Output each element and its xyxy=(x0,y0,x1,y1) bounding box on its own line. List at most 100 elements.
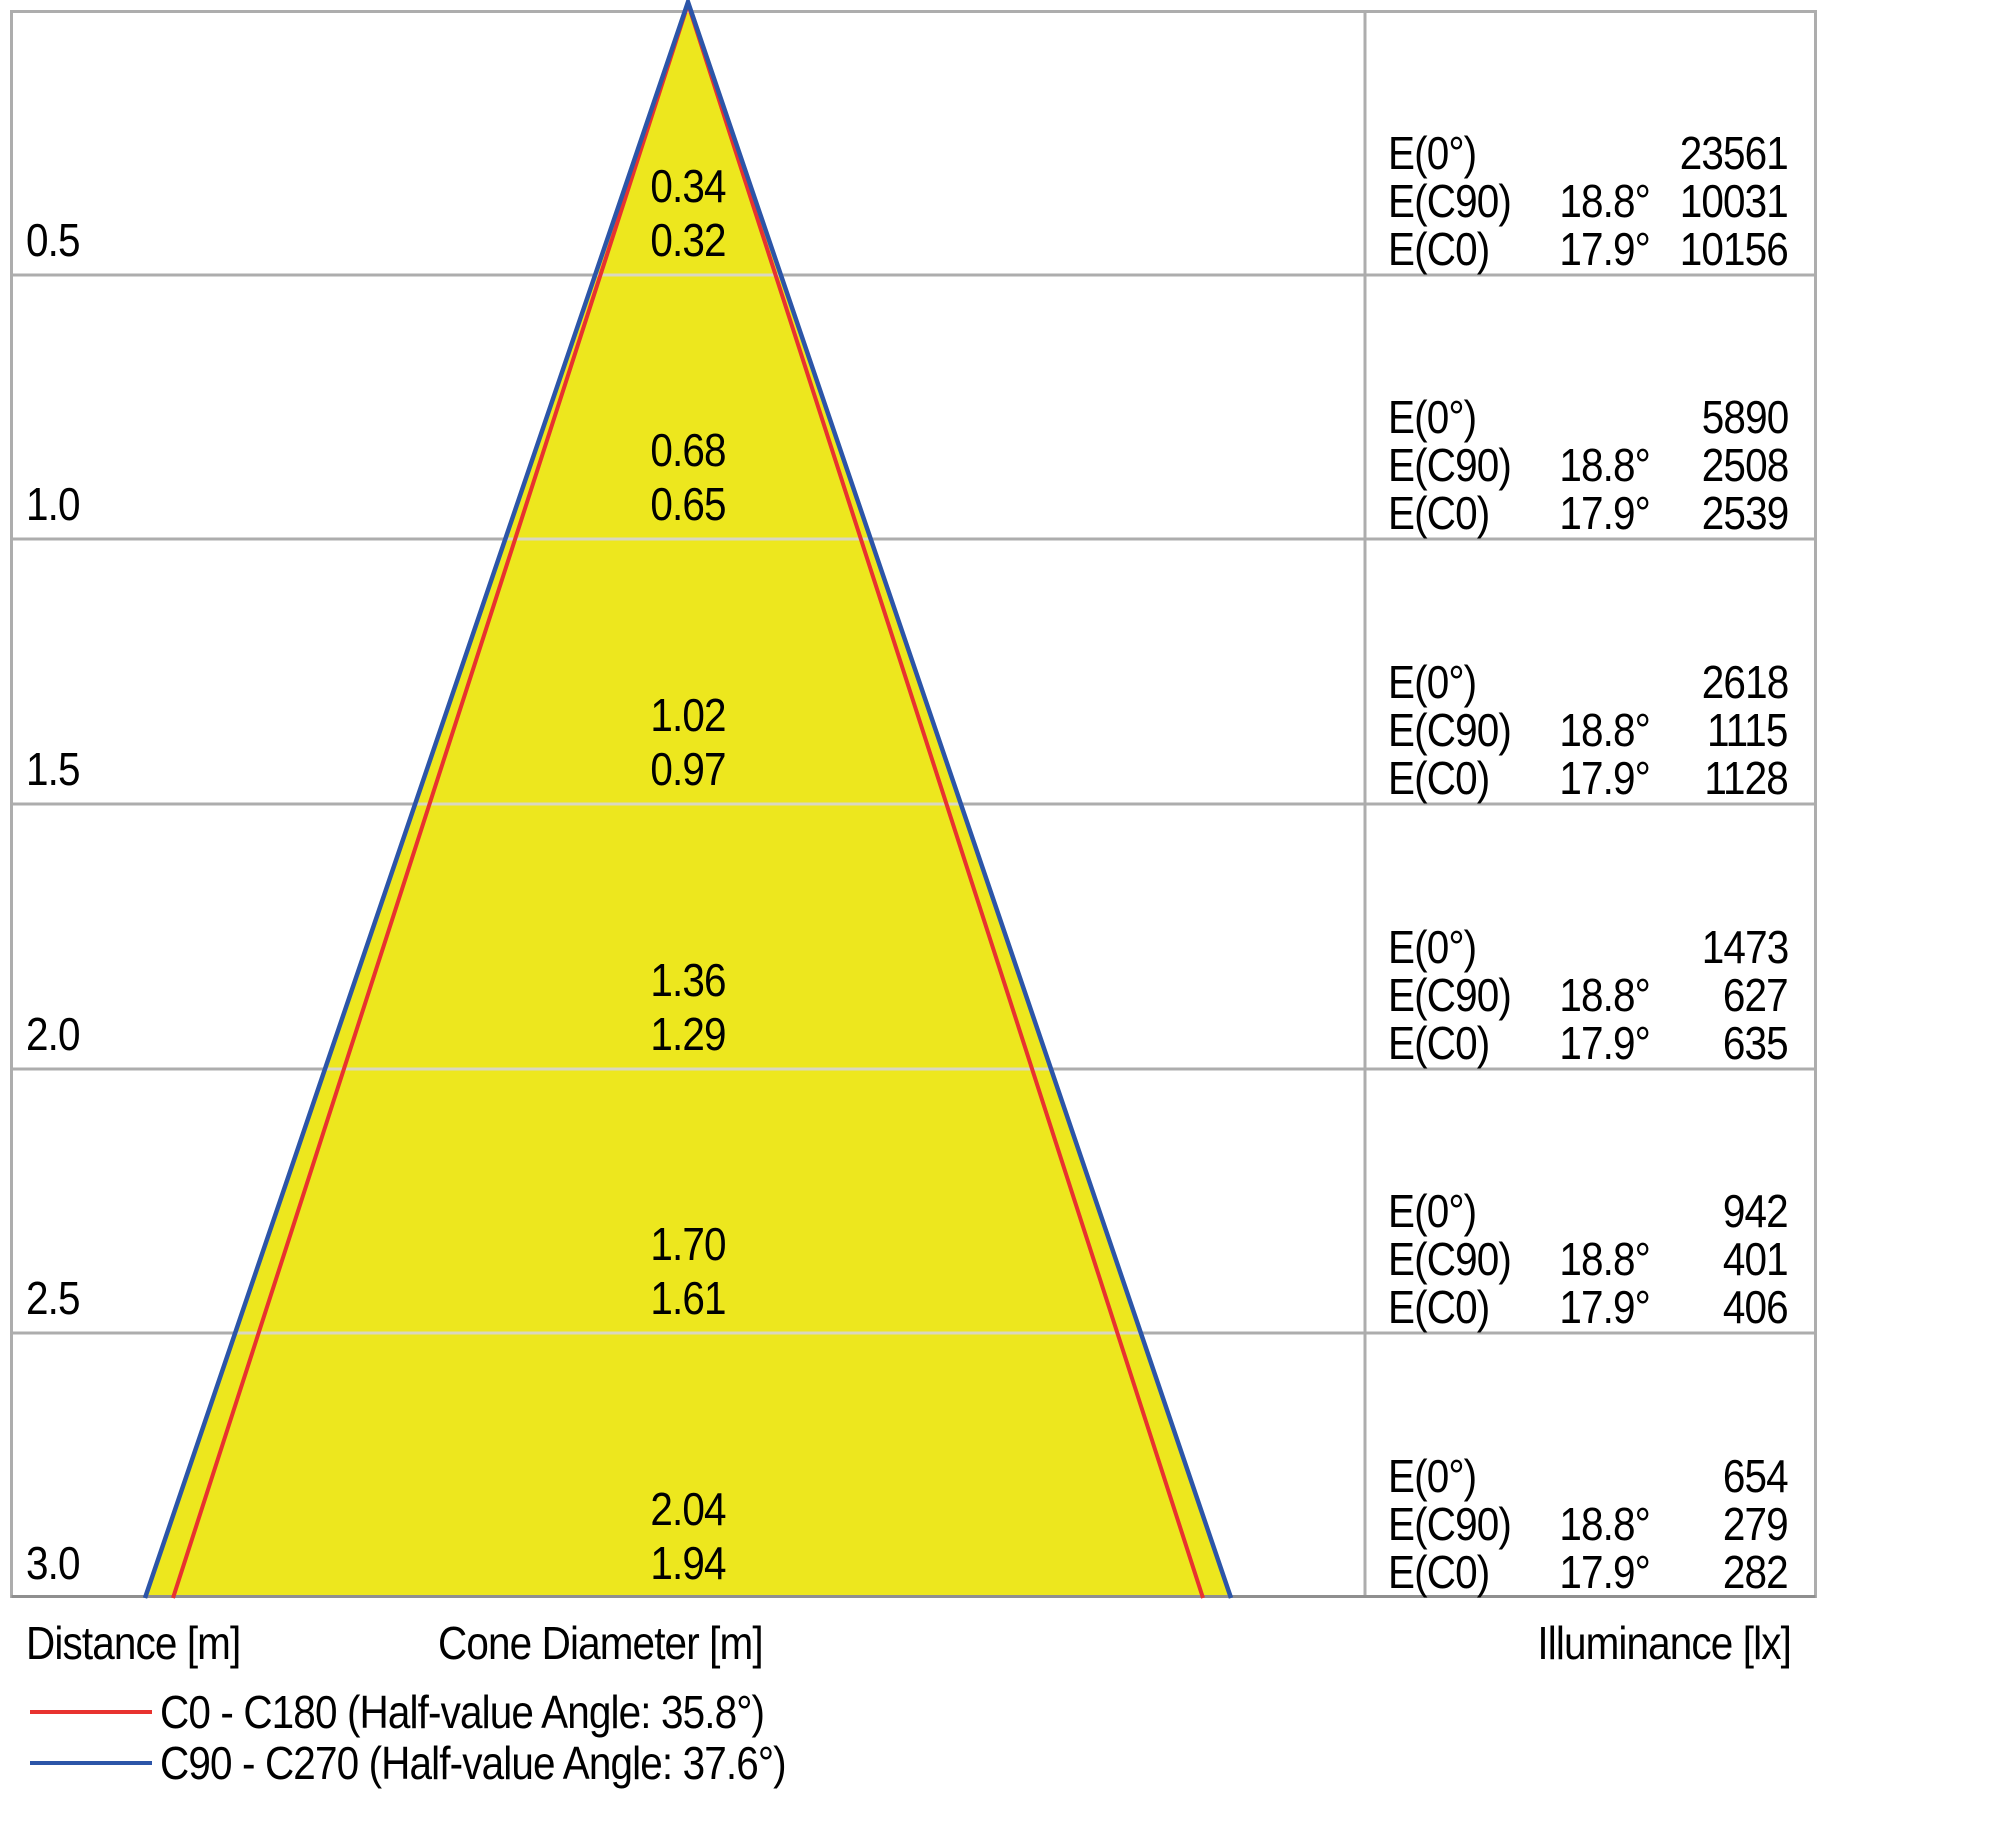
e-label: E(0°) xyxy=(1388,391,1477,443)
distance-label: 0.5 xyxy=(26,214,81,266)
cone-diameter-c90: 2.04 xyxy=(650,1483,726,1535)
angle-value: 18.8° xyxy=(1559,439,1650,491)
illuminance-line: E(C0) 17.9° 10156 xyxy=(1388,225,1790,273)
illuminance-line: E(0°) 5890 xyxy=(1388,393,1790,441)
e-label: E(C90) xyxy=(1388,969,1512,1021)
lux-value: 1128 xyxy=(1704,752,1788,804)
lux-value: 406 xyxy=(1723,1281,1789,1333)
legend-label-c0: C0 - C180 (Half-value Angle: 35.8°) xyxy=(160,1686,765,1738)
cone-diameter-c0: 0.97 xyxy=(650,743,726,795)
angle-value: 18.8° xyxy=(1559,175,1650,227)
illuminance-line: E(0°) 654 xyxy=(1388,1452,1790,1500)
illuminance-line: E(0°) 1473 xyxy=(1388,923,1790,971)
e-label: E(C90) xyxy=(1388,175,1512,227)
lux-value: 10156 xyxy=(1679,223,1789,275)
e-label: E(C90) xyxy=(1388,439,1512,491)
e-label: E(C0) xyxy=(1388,752,1490,804)
lux-value: 282 xyxy=(1723,1546,1789,1598)
lux-value: 2508 xyxy=(1701,439,1788,491)
lux-value: 279 xyxy=(1723,1498,1789,1550)
lux-value: 10031 xyxy=(1679,175,1789,227)
e-label: E(C0) xyxy=(1388,223,1490,275)
cone-diameter-c90: 1.36 xyxy=(650,954,726,1006)
angle-value: 18.8° xyxy=(1559,969,1650,1021)
e-label: E(C0) xyxy=(1388,1281,1490,1333)
e-label: E(C0) xyxy=(1388,1546,1490,1598)
lux-value: 942 xyxy=(1723,1185,1789,1237)
e-label: E(0°) xyxy=(1388,656,1477,708)
cone-diameter-c90: 1.02 xyxy=(650,689,726,741)
e-label: E(0°) xyxy=(1388,127,1477,179)
illuminance-block: E(0°) 23561 E(C90) 18.8° 10031 E(C0) 17.… xyxy=(1388,129,1790,273)
illuminance-line: E(C90) 18.8° 10031 xyxy=(1388,177,1790,225)
lux-value: 627 xyxy=(1723,969,1789,1021)
footer-cone-diameter-label: Cone Diameter [m] xyxy=(438,1617,764,1669)
footer-distance-label: Distance [m] xyxy=(26,1617,241,1669)
angle-value: 17.9° xyxy=(1559,1546,1650,1598)
lux-value: 5890 xyxy=(1701,391,1788,443)
e-label: E(0°) xyxy=(1388,1450,1477,1502)
cone-diameter-c0: 1.61 xyxy=(650,1272,726,1324)
distance-label: 3.0 xyxy=(26,1537,81,1589)
e-label: E(C90) xyxy=(1388,1233,1512,1285)
illuminance-line: E(C90) 18.8° 401 xyxy=(1388,1235,1790,1283)
lux-value: 1473 xyxy=(1701,921,1788,973)
angle-value: 18.8° xyxy=(1559,704,1650,756)
cone-diameter-c0: 0.32 xyxy=(650,214,726,266)
angle-value: 17.9° xyxy=(1559,223,1650,275)
lux-value: 2539 xyxy=(1701,487,1788,539)
illuminance-line: E(C90) 18.8° 279 xyxy=(1388,1500,1790,1548)
e-label: E(C90) xyxy=(1388,704,1512,756)
illuminance-line: E(C90) 18.8° 2508 xyxy=(1388,441,1790,489)
cone-outline-c90 xyxy=(142,0,1234,1599)
legend-swatch-c0 xyxy=(30,1710,152,1714)
e-label: E(0°) xyxy=(1388,1185,1477,1237)
distance-label: 2.5 xyxy=(26,1272,81,1324)
illuminance-line: E(C0) 17.9° 406 xyxy=(1388,1283,1790,1331)
legend-swatch-c90 xyxy=(30,1761,152,1765)
cone-diameter-c90: 1.70 xyxy=(650,1218,726,1270)
angle-value: 17.9° xyxy=(1559,1281,1650,1333)
distance-label: 2.0 xyxy=(26,1008,81,1060)
angle-value: 17.9° xyxy=(1559,752,1650,804)
footer-illuminance-label: Illuminance [lx] xyxy=(1537,1617,1792,1669)
lux-value: 654 xyxy=(1723,1450,1789,1502)
illuminance-line: E(C0) 17.9° 2539 xyxy=(1388,489,1790,537)
cone-diameter-c90: 0.34 xyxy=(650,160,726,212)
illuminance-block: E(0°) 654 E(C90) 18.8° 279 E(C0) 17.9° 2… xyxy=(1388,1452,1790,1596)
angle-value: 18.8° xyxy=(1559,1498,1650,1550)
illuminance-block: E(0°) 5890 E(C90) 18.8° 2508 E(C0) 17.9°… xyxy=(1388,393,1790,537)
angle-value: 17.9° xyxy=(1559,1017,1650,1069)
illuminance-block: E(0°) 1473 E(C90) 18.8° 627 E(C0) 17.9° … xyxy=(1388,923,1790,1067)
distance-label: 1.5 xyxy=(26,743,81,795)
cone-diameter-c0: 1.94 xyxy=(650,1537,726,1589)
illuminance-line: E(0°) 942 xyxy=(1388,1187,1790,1235)
lux-value: 401 xyxy=(1723,1233,1789,1285)
lux-value: 23561 xyxy=(1679,127,1789,179)
e-label: E(0°) xyxy=(1388,921,1477,973)
illuminance-line: E(C90) 18.8° 1115 xyxy=(1388,706,1790,754)
cone-diameter-c90: 0.68 xyxy=(650,424,726,476)
lux-value: 635 xyxy=(1723,1017,1789,1069)
cone-diameter-c0: 0.65 xyxy=(650,478,726,530)
lux-value: 2618 xyxy=(1701,656,1788,708)
e-label: E(C0) xyxy=(1388,1017,1490,1069)
e-label: E(C0) xyxy=(1388,487,1490,539)
illuminance-line: E(0°) 23561 xyxy=(1388,129,1790,177)
angle-value: 18.8° xyxy=(1559,1233,1650,1285)
illuminance-line: E(C90) 18.8° 627 xyxy=(1388,971,1790,1019)
lux-value: 1115 xyxy=(1707,704,1788,756)
e-label: E(C90) xyxy=(1388,1498,1512,1550)
distance-label: 1.0 xyxy=(26,478,81,530)
illuminance-block: E(0°) 942 E(C90) 18.8° 401 E(C0) 17.9° 4… xyxy=(1388,1187,1790,1331)
illuminance-line: E(C0) 17.9° 1128 xyxy=(1388,754,1790,802)
cone-fill xyxy=(145,2,1231,1598)
illuminance-line: E(C0) 17.9° 635 xyxy=(1388,1019,1790,1067)
illuminance-line: E(0°) 2618 xyxy=(1388,658,1790,706)
angle-value: 17.9° xyxy=(1559,487,1650,539)
legend-label-c90: C90 - C270 (Half-value Angle: 37.6°) xyxy=(160,1737,787,1789)
illuminance-line: E(C0) 17.9° 282 xyxy=(1388,1548,1790,1596)
illuminance-block: E(0°) 2618 E(C90) 18.8° 1115 E(C0) 17.9°… xyxy=(1388,658,1790,802)
